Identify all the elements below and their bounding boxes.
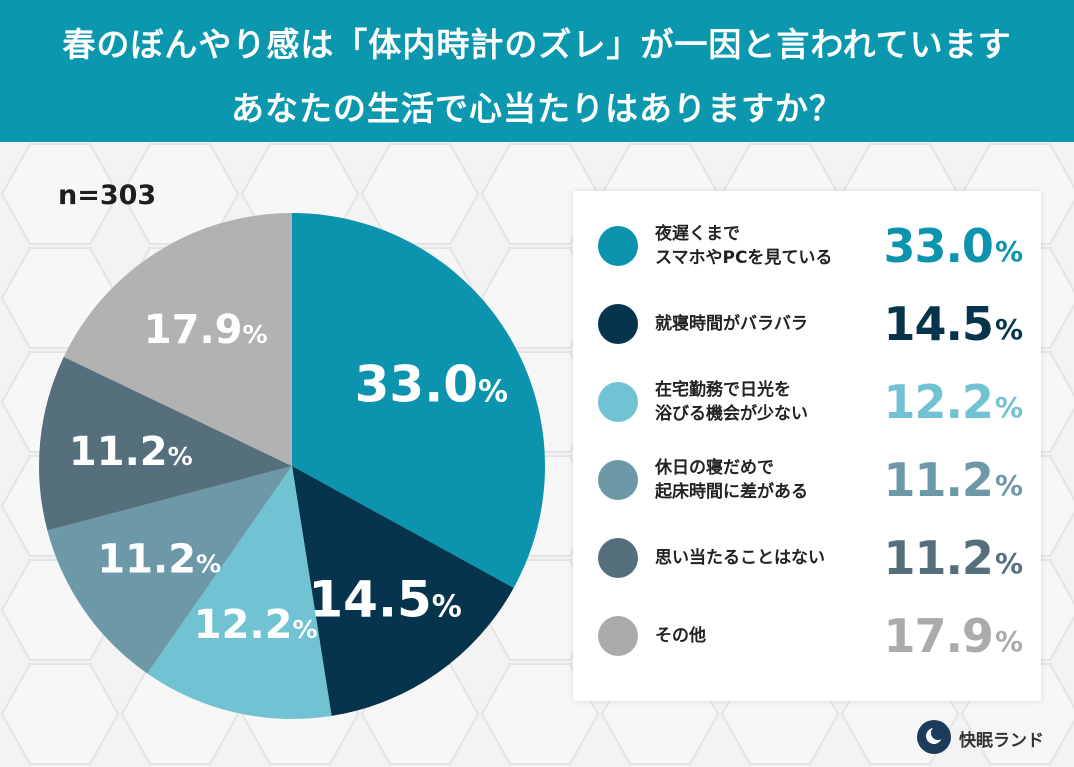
slice-label-5: 17.9% bbox=[144, 307, 268, 353]
brand-name: 快眠ランド bbox=[959, 731, 1044, 751]
slice-label-4: 11.2% bbox=[69, 429, 193, 475]
legend-item-3: 休日の寝だめで 起床時間に差がある 11.2% bbox=[573, 445, 1041, 515]
pie-slice-3 bbox=[47, 466, 292, 674]
pie-slice-4 bbox=[39, 356, 292, 531]
legend-swatch bbox=[598, 304, 638, 344]
legend-swatch bbox=[598, 538, 638, 578]
legend-label: 在宅勤務で日光を 浴びる機会が少ない bbox=[655, 380, 808, 424]
header-banner: 春のぼんやり感は「体内時計のズレ」が一因と言われています あなたの生活で心当たり… bbox=[0, 0, 1074, 142]
legend-label: 就寝時間がバラバラ bbox=[655, 314, 808, 334]
legend-label: 休日の寝だめで 起床時間に差がある bbox=[655, 458, 808, 502]
legend-value: 12.2% bbox=[883, 375, 1023, 429]
legend-value: 33.0% bbox=[883, 219, 1023, 273]
pie-slice-5 bbox=[63, 213, 293, 466]
legend-value: 11.2% bbox=[883, 531, 1023, 585]
slice-label-1: 14.5% bbox=[308, 570, 461, 628]
legend-item-0: 夜遅くまで スマホやPCを見ている 33.0% bbox=[573, 211, 1041, 281]
legend-label: 思い当たることはない bbox=[655, 548, 825, 568]
title-line-1: 春のぼんやり感は「体内時計のズレ」が一因と言われています bbox=[62, 25, 1012, 64]
slice-label-2: 12.2% bbox=[194, 602, 318, 648]
legend-label: 夜遅くまで スマホやPCを見ている bbox=[655, 224, 833, 268]
legend-value: 14.5% bbox=[883, 297, 1023, 351]
legend-panel: 夜遅くまで スマホやPCを見ている 33.0% 就寝時間がバラバラ 14.5% 在宅勤務で… bbox=[573, 191, 1041, 701]
legend-value: 17.9% bbox=[883, 609, 1023, 663]
legend-label: その他 bbox=[655, 626, 706, 646]
slice-label-3: 11.2% bbox=[97, 537, 221, 583]
legend-swatch bbox=[598, 460, 638, 500]
pie-slice-0 bbox=[292, 213, 545, 588]
legend-swatch bbox=[598, 226, 638, 266]
brand-logo: 快眠ランド bbox=[917, 720, 1057, 756]
brand-badge-icon bbox=[917, 720, 951, 754]
legend-value: 11.2% bbox=[883, 453, 1023, 507]
legend-swatch bbox=[598, 382, 638, 422]
legend-swatch bbox=[598, 616, 638, 656]
sample-size: n=303 bbox=[58, 180, 157, 211]
legend-item-5: その他 17.9% bbox=[573, 601, 1041, 671]
title-line-2: あなたの生活で心当たりはありますか？ bbox=[231, 89, 843, 128]
pie-slice-1 bbox=[292, 466, 514, 716]
pie-slice-2 bbox=[147, 466, 332, 719]
legend-item-2: 在宅勤務で日光を 浴びる機会が少ない 12.2% bbox=[573, 367, 1041, 437]
legend-item-1: 就寝時間がバラバラ 14.5% bbox=[573, 289, 1041, 359]
legend-item-4: 思い当たることはない 11.2% bbox=[573, 523, 1041, 593]
pie-chart: 33.0% 14.5%12.2% 11.2% 11.2% 17.9% bbox=[39, 213, 545, 719]
slice-label-0: 33.0% bbox=[355, 356, 508, 414]
